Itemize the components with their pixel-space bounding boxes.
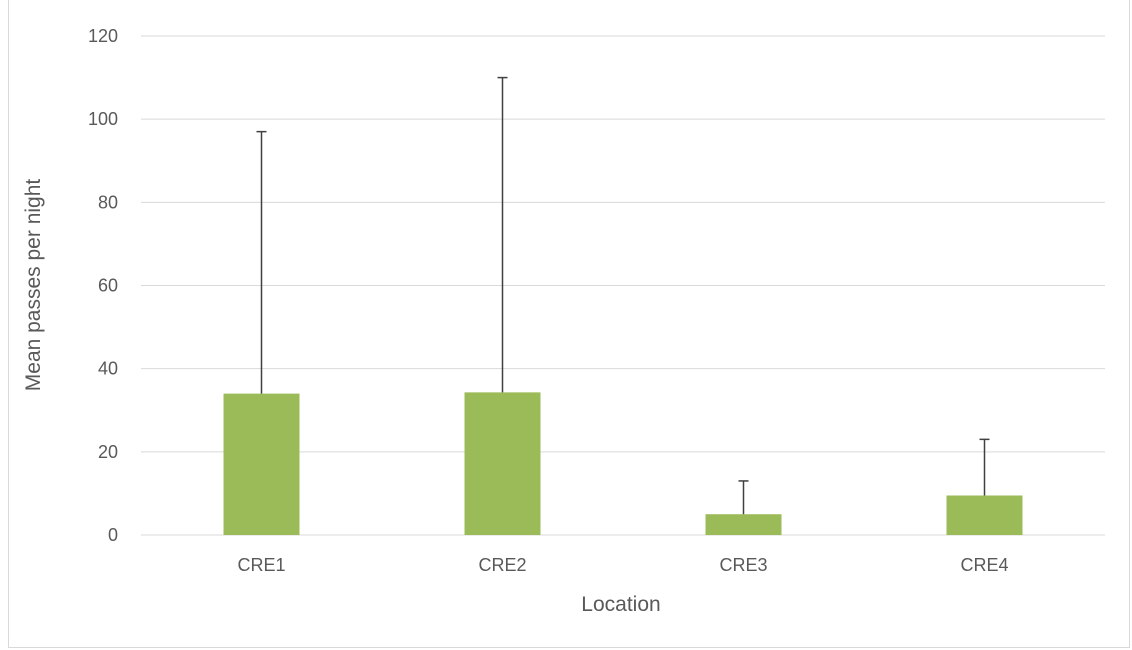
y-tick-label: 40: [98, 359, 118, 379]
bars: [223, 392, 1023, 535]
y-tick-label: 80: [98, 192, 118, 212]
bar: [946, 495, 1023, 535]
x-tick-label: CRE1: [237, 555, 285, 575]
y-tick-label: 20: [98, 442, 118, 462]
y-tick-label: 100: [88, 109, 118, 129]
error-bars: [256, 76, 990, 515]
x-tick-label: CRE3: [719, 555, 767, 575]
y-tick-label: 60: [98, 276, 118, 296]
y-tick-label: 120: [88, 26, 118, 46]
bar: [464, 392, 541, 535]
x-axis-title: Location: [581, 593, 660, 616]
bar: [705, 514, 782, 535]
x-tick-label: CRE4: [960, 555, 1008, 575]
x-tick-label: CRE2: [478, 555, 526, 575]
gridlines: [141, 35, 1105, 536]
y-axis-title: Mean passes per night: [22, 179, 45, 392]
x-axis-ticks: CRE1 CRE2 CRE3 CRE4: [237, 555, 1008, 575]
chart-frame: [8, 0, 1130, 648]
y-tick-label: 0: [108, 525, 118, 545]
y-axis-ticks: 0 20 40 60 80 100 120: [88, 26, 118, 545]
bar: [223, 393, 300, 535]
